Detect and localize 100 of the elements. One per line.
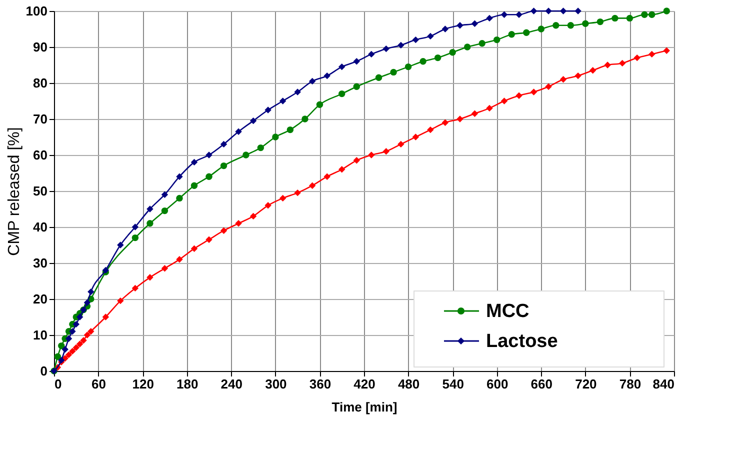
- x-tick-label: 660: [530, 376, 552, 392]
- point: [176, 173, 183, 180]
- point: [523, 29, 530, 36]
- point: [648, 50, 656, 58]
- point: [316, 101, 324, 108]
- point: [132, 224, 139, 230]
- point: [324, 173, 330, 180]
- y-tick-label: 90: [33, 40, 48, 54]
- point: [80, 337, 87, 344]
- point: [308, 78, 316, 85]
- point: [574, 8, 582, 14]
- point: [257, 144, 264, 152]
- point: [516, 92, 522, 99]
- point: [574, 72, 582, 80]
- point: [427, 126, 434, 134]
- point: [65, 335, 72, 342]
- point: [375, 74, 382, 81]
- point: [382, 148, 390, 155]
- x-tick-label: 360: [309, 376, 332, 392]
- point: [663, 8, 670, 14]
- y-tick-label: 20: [33, 292, 48, 306]
- point: [264, 202, 272, 209]
- point: [72, 344, 80, 351]
- point: [176, 256, 183, 263]
- point: [648, 11, 656, 18]
- x-tick-label: 120: [132, 376, 154, 392]
- point: [456, 116, 464, 122]
- point: [398, 42, 404, 49]
- point: [353, 58, 360, 65]
- point: [626, 14, 634, 22]
- point: [69, 328, 76, 335]
- point: [560, 8, 567, 14]
- point: [442, 119, 449, 126]
- point: [132, 284, 139, 292]
- point: [279, 98, 286, 104]
- x-tick-label: 840: [652, 376, 674, 392]
- point: [132, 234, 139, 242]
- point: [486, 104, 493, 112]
- legend-label: MCC: [486, 301, 530, 322]
- x-axis-title: Time [min]: [332, 400, 398, 414]
- point: [302, 116, 308, 122]
- x-tick-label: 240: [220, 376, 242, 392]
- point: [286, 126, 294, 134]
- point: [412, 134, 420, 140]
- point: [618, 60, 626, 67]
- point: [190, 158, 198, 166]
- point: [190, 245, 198, 252]
- point: [552, 22, 560, 29]
- point: [220, 162, 228, 170]
- point: [338, 63, 346, 70]
- point: [264, 106, 272, 114]
- point: [508, 31, 515, 38]
- point: [471, 110, 478, 117]
- point: [663, 47, 670, 54]
- x-tick-label: 300: [265, 376, 287, 392]
- point: [206, 173, 212, 180]
- x-tick-label: 480: [398, 376, 420, 392]
- y-tick-label: 60: [33, 148, 48, 162]
- point: [308, 182, 316, 189]
- point: [494, 36, 500, 44]
- point: [589, 67, 596, 74]
- point: [596, 18, 604, 26]
- point: [353, 157, 360, 164]
- point: [206, 152, 212, 158]
- point: [604, 62, 611, 68]
- point: [235, 220, 242, 227]
- point: [272, 134, 279, 140]
- point: [235, 128, 242, 135]
- point: [404, 63, 412, 70]
- point: [500, 11, 508, 18]
- point: [58, 342, 65, 350]
- point: [76, 340, 84, 348]
- point: [250, 212, 257, 220]
- point: [634, 54, 640, 62]
- point: [338, 166, 346, 173]
- x-tick-label: 780: [619, 376, 642, 392]
- point: [161, 207, 168, 214]
- point: [242, 152, 250, 158]
- point: [146, 274, 154, 281]
- point: [65, 351, 72, 358]
- point: [161, 265, 168, 272]
- point: [206, 236, 212, 243]
- legend-label: Lactose: [486, 331, 558, 352]
- x-tick-label: 540: [442, 376, 464, 392]
- point: [412, 36, 420, 44]
- point: [530, 8, 538, 14]
- point: [69, 348, 76, 355]
- point: [516, 11, 522, 18]
- point: [538, 26, 544, 32]
- point: [117, 242, 124, 248]
- point: [62, 346, 68, 353]
- point: [471, 20, 478, 27]
- point: [456, 22, 464, 29]
- point: [420, 58, 426, 65]
- point: [368, 152, 375, 158]
- y-tick-label: 30: [33, 256, 48, 270]
- y-tick-label: 10: [33, 328, 48, 342]
- point: [478, 40, 486, 47]
- y-tick-label: 100: [26, 4, 48, 18]
- point: [398, 140, 404, 148]
